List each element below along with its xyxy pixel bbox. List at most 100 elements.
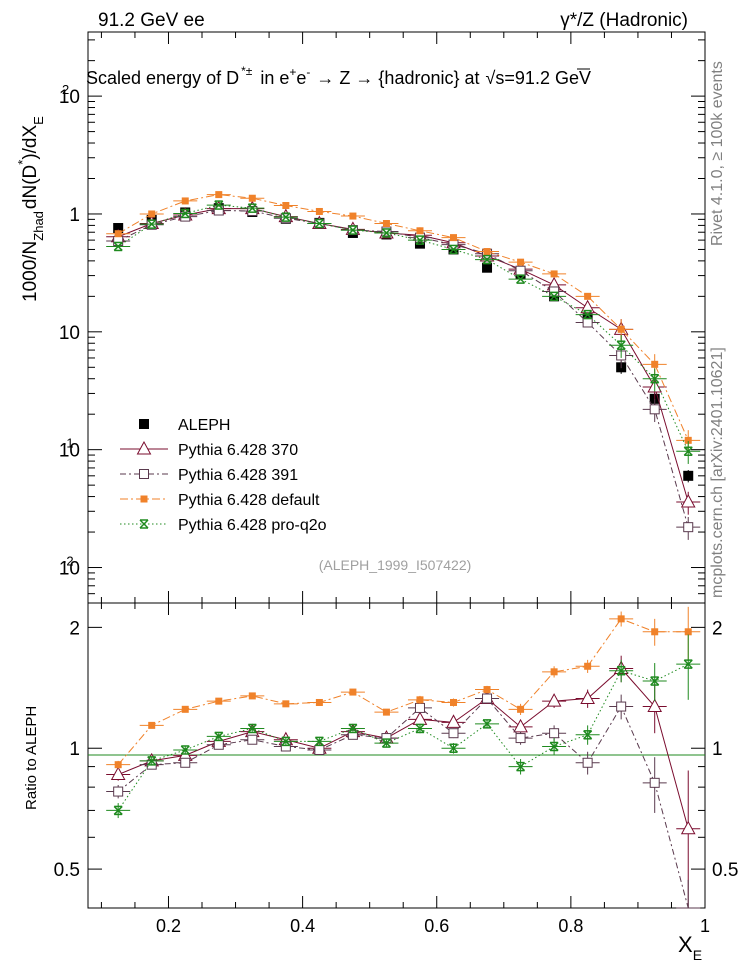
ratio-point-pro-d	[180, 745, 190, 755]
ratio-point-default	[450, 698, 458, 706]
point-default	[584, 292, 592, 300]
ratio-point-pro-d	[415, 723, 425, 734]
point-pro	[650, 373, 660, 384]
ratio-line-p370	[117, 667, 689, 829]
ratio-point-default	[584, 662, 592, 670]
ratio-point-default	[148, 721, 156, 729]
point-p370	[680, 493, 696, 508]
ratio-point-pro-d	[583, 730, 593, 740]
ratio-point-p391	[113, 786, 124, 797]
ratio-point-p391	[213, 739, 224, 750]
point-pro-d	[616, 340, 626, 350]
point-p370	[580, 299, 595, 314]
ratio-point-pro	[180, 745, 190, 755]
point-default	[248, 194, 256, 202]
ratio-point-pro	[650, 676, 660, 686]
main-ylabel: 1000/NZhad dN(D*)/dXE	[15, 116, 46, 302]
ratio-point-default	[114, 761, 122, 769]
legend-entry-default: Pythia 6.428 default	[120, 492, 320, 509]
point-default	[450, 234, 458, 242]
ratio-point-pro	[247, 723, 257, 734]
legend-label-ALEPH: ALEPH	[178, 417, 230, 434]
ratio-point-pro	[415, 723, 425, 734]
title-part-4: → Z → {hadronic} at	[316, 68, 479, 88]
point-pro-d	[516, 274, 526, 284]
ratio-point-pro-d	[549, 741, 559, 752]
title-part-5: s=91.2 GeV	[495, 68, 591, 88]
ylabel-c: dN(D	[20, 165, 41, 209]
ratio-point-p370	[647, 698, 663, 713]
ratio-point-default	[617, 615, 625, 623]
title-part-1: Scaled energy of D	[86, 68, 239, 88]
legend-marker-default	[140, 495, 148, 503]
x-tick-label: 0.2	[156, 916, 181, 936]
point-pro	[314, 218, 324, 229]
point-pro-d	[348, 225, 358, 235]
point-default	[416, 227, 424, 235]
ratio-point-p391	[448, 728, 459, 739]
legend-marker-pro	[139, 519, 149, 529]
point-pro-d	[583, 310, 593, 320]
ratio-series-group	[106, 606, 701, 909]
point-p391	[180, 211, 191, 222]
series-line-default	[117, 194, 689, 441]
ratio-point-pro-d	[683, 659, 693, 669]
legend-label-default: Pythia 6.428 default	[178, 492, 320, 509]
point-pro-d	[448, 244, 459, 254]
point-pro	[381, 228, 391, 238]
y-tick-exponent: -1	[62, 436, 74, 451]
x-tick-label: 1	[700, 916, 710, 936]
point-ALEPH	[113, 223, 124, 234]
point-pro	[516, 274, 526, 284]
ratio-ylabel: Ratio to ALEPH	[23, 706, 40, 810]
ratio-tick-label-right: 2	[712, 618, 723, 639]
legend-marker-pro-d	[139, 519, 149, 529]
ratio-point-pro	[113, 805, 123, 816]
legend-label-p391: Pythia 6.428 391	[178, 467, 298, 484]
y-tick-label: 1	[69, 205, 80, 226]
analysis-watermark: (ALEPH_1999_I507422)	[319, 557, 472, 573]
ratio-point-p370	[680, 820, 696, 835]
point-pro	[180, 208, 190, 219]
point-pro-d	[683, 446, 693, 456]
series-default	[106, 191, 701, 454]
title-minus-sup: -	[306, 65, 310, 79]
header-right: γ*/Z (Hadronic)	[560, 10, 688, 31]
series-ALEPH	[113, 203, 694, 483]
series-line-p391	[117, 210, 689, 528]
point-default	[382, 220, 390, 228]
point-pro	[281, 212, 291, 222]
point-default	[651, 360, 659, 368]
point-default	[684, 436, 692, 444]
point-pro	[247, 203, 257, 213]
ratio-point-p391	[649, 777, 660, 788]
title-part-3: e	[296, 68, 306, 88]
header-left: 91.2 GeV ee	[98, 10, 205, 31]
legend-marker-p391	[139, 469, 149, 479]
point-default	[181, 197, 189, 205]
ratio-point-p391	[247, 734, 258, 745]
point-default	[349, 212, 357, 220]
title-sqrt-sign: √	[486, 68, 496, 88]
ratio-point-pro	[616, 665, 626, 676]
plot-title: Scaled energy of D *± in e+e- → Z → {hadron…	[86, 64, 591, 88]
point-default	[617, 325, 625, 333]
ratio-tick-label: 1	[69, 739, 80, 760]
point-pro	[448, 244, 459, 255]
ratio-point-default	[517, 705, 525, 713]
ratio-point-pro-d	[381, 738, 391, 748]
ratio-point-default	[684, 628, 692, 636]
ratio-point-p391	[482, 693, 493, 704]
point-default	[215, 191, 223, 199]
ratio-point-default	[651, 628, 659, 636]
main-series-group	[106, 191, 701, 540]
ratio-point-pro	[214, 731, 224, 742]
ratio-point-pro	[348, 723, 358, 734]
point-default	[114, 230, 122, 238]
ratio-point-p370	[110, 766, 126, 781]
xlabel-sub: E	[693, 947, 702, 963]
point-default	[483, 248, 491, 256]
point-ALEPH	[482, 262, 493, 273]
ratio-series-p391	[106, 693, 701, 909]
ratio-point-p370	[513, 718, 528, 733]
